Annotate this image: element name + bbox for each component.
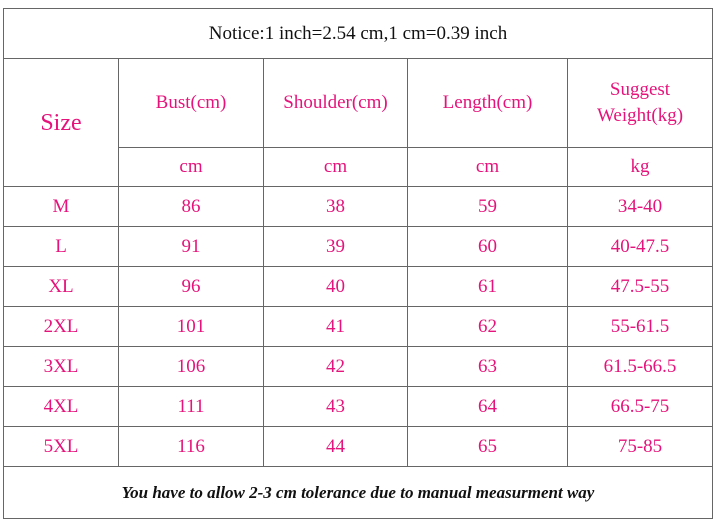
- unit: kg: [567, 147, 713, 187]
- cell: 91: [118, 226, 264, 267]
- size-row: 4XL 111 43 64 66.5-75: [3, 386, 713, 427]
- size-label: L: [3, 226, 119, 267]
- footer: You have to allow 2-3 cm tolerance due t…: [3, 466, 713, 519]
- cell: 63: [407, 346, 568, 387]
- unit-row: cm cm cm kg: [4, 147, 713, 187]
- size-row: M 86 38 59 34-40: [3, 186, 713, 227]
- cell: 61.5-66.5: [567, 346, 713, 387]
- cell: 43: [263, 386, 408, 427]
- cell: 55-61.5: [567, 306, 713, 347]
- cell: 96: [118, 266, 264, 307]
- unit: cm: [118, 147, 264, 187]
- cell: 75-85: [567, 426, 713, 467]
- cell: 44: [263, 426, 408, 467]
- size-label: M: [3, 186, 119, 227]
- cell: 106: [118, 346, 264, 387]
- cell: 59: [407, 186, 568, 227]
- cell: 61: [407, 266, 568, 307]
- cell: 111: [118, 386, 264, 427]
- cell: 42: [263, 346, 408, 387]
- cell: 40: [263, 266, 408, 307]
- cell: 66.5-75: [567, 386, 713, 427]
- column-header: Bust(cm): [118, 58, 264, 148]
- size-row: 2XL 101 41 62 55-61.5: [3, 306, 713, 347]
- size-row: 3XL 106 42 63 61.5-66.5: [3, 346, 713, 387]
- cell: 64: [407, 386, 568, 427]
- cell: 101: [118, 306, 264, 347]
- size-label: 5XL: [3, 426, 119, 467]
- size-label: 3XL: [3, 346, 119, 387]
- cell: 41: [263, 306, 408, 347]
- column-header: Shoulder(cm): [263, 58, 408, 148]
- size-table: Notice:1 inch=2.54 cm,1 cm=0.39 inch Siz…: [3, 8, 713, 519]
- column-header: Length(cm): [407, 58, 568, 148]
- size-row: 5XL 116 44 65 75-85: [3, 426, 713, 467]
- cell: 86: [118, 186, 264, 227]
- size-row: XL 96 40 61 47.5-55: [3, 266, 713, 307]
- cell: 34-40: [567, 186, 713, 227]
- cell: 39: [263, 226, 408, 267]
- cell: 38: [263, 186, 408, 227]
- footer-row: You have to allow 2-3 cm tolerance due t…: [3, 466, 713, 519]
- size-label: 4XL: [3, 386, 119, 427]
- unit: cm: [407, 147, 568, 187]
- header-row: Size Bust(cm) Shoulder(cm) Length(cm) Sugges…: [3, 58, 713, 187]
- notice: Notice:1 inch=2.54 cm,1 cm=0.39 inch: [3, 8, 713, 59]
- cell: 116: [118, 426, 264, 467]
- cell: 62: [407, 306, 568, 347]
- column-header: Suggest Weight(kg): [567, 58, 713, 148]
- table-body: Notice:1 inch=2.54 cm,1 cm=0.39 inch Siz…: [3, 8, 713, 519]
- cell: 47.5-55: [567, 266, 713, 307]
- notice-row: Notice:1 inch=2.54 cm,1 cm=0.39 inch: [3, 8, 713, 59]
- cell: 40-47.5: [567, 226, 713, 267]
- unit: cm: [263, 147, 408, 187]
- cell: 60: [407, 226, 568, 267]
- size-label: 2XL: [3, 306, 119, 347]
- size-row: L 91 39 60 40-47.5: [3, 226, 713, 267]
- size-label: XL: [3, 266, 119, 307]
- cell: 65: [407, 426, 568, 467]
- size-header: Size: [3, 58, 119, 187]
